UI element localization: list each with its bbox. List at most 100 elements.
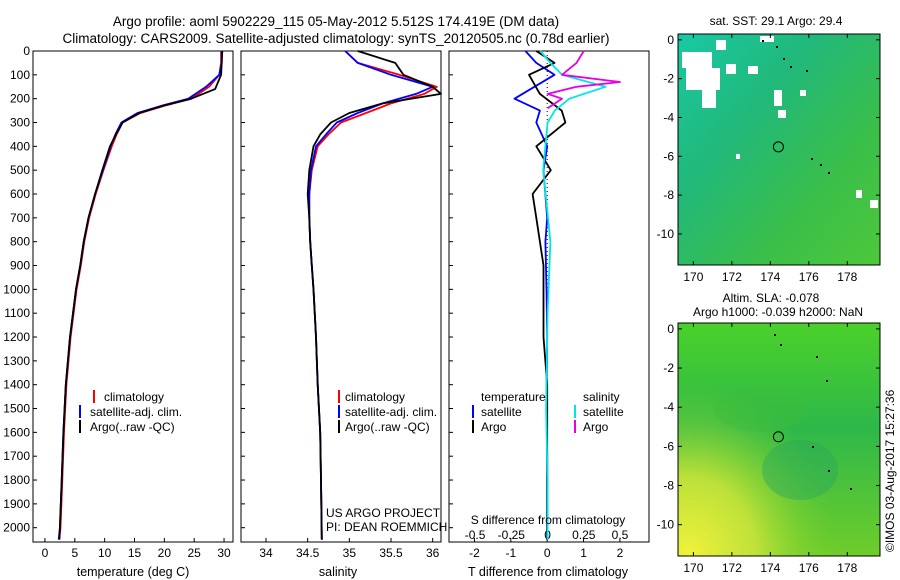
sla-map-dots (774, 334, 852, 490)
argo-location-marker (772, 431, 784, 443)
salinity-series-line (306, 50, 442, 540)
map-y-tick-label: -6 (663, 439, 674, 453)
y-tick-label: 500 (10, 163, 30, 177)
x-tick-label: 25 (188, 546, 202, 560)
legend-label-argo: Argo(..raw -QC) (90, 420, 175, 434)
legend-label-satellite: satellite-adj. clim. (345, 405, 437, 419)
map-y-tick-label: -8 (663, 188, 674, 202)
map-y-tick-label: -6 (663, 149, 674, 163)
t-difference-axis-label: T difference from climatology (468, 565, 629, 579)
t-diff-tick-label: -1 (505, 546, 516, 560)
sla-map-frame (677, 322, 881, 557)
s-diff-tick-label: 0.25 (572, 528, 596, 542)
legend-label-climatology: climatology (104, 390, 164, 404)
y-tick-label: 1900 (3, 497, 30, 511)
difference-series-line (546, 50, 621, 109)
legend-label-s-satellite: satellite (583, 405, 624, 419)
y-tick-label: 700 (10, 211, 30, 225)
y-tick-label: 2000 (3, 521, 30, 535)
legend-label-t-argo: Argo (481, 420, 507, 434)
s-diff-tick-label: -0.25 (498, 528, 526, 542)
map-y-tick-label: -8 (663, 479, 674, 493)
sla-map-eddy (714, 388, 806, 432)
y-tick-label: 800 (10, 235, 30, 249)
map-y-tick-label: 0 (667, 322, 674, 336)
temperature-panel-frame (32, 50, 234, 543)
map-x-tick-label: 170 (683, 561, 703, 575)
salinity-legend: climatology satellite-adj. clim. Argo(..… (338, 390, 437, 434)
sst-map-title: sat. SST: 29.1 Argo: 29.4 (710, 14, 843, 28)
x-tick-label: 35.5 (379, 546, 403, 560)
t-diff-tick-label: 0 (544, 546, 551, 560)
map-x-tick-label: 176 (799, 270, 819, 284)
legend-label-satellite: satellite-adj. clim. (90, 405, 182, 419)
y-tick-label: 1400 (3, 378, 30, 392)
map-y-tick-label: -2 (663, 72, 674, 86)
map-x-tick-label: 178 (837, 270, 857, 284)
y-tick-label: 1100 (4, 306, 30, 320)
map-x-tick-label: 172 (722, 270, 742, 284)
y-tick-label: 0 (23, 44, 30, 58)
map-y-tick-label: -4 (663, 110, 674, 124)
salinity-plot: 34 34.5 35 35.5 36 (241, 50, 442, 560)
y-tick-label: 300 (10, 116, 30, 130)
t-diff-tick-label: 2 (617, 546, 624, 560)
x-tick-label: 10 (98, 546, 112, 560)
s-diff-tick-label: -0.5 (465, 528, 486, 542)
sst-map (677, 33, 881, 266)
temperature-axis-label: temperature (deg C) (77, 565, 190, 579)
map-x-tick-label: 174 (760, 270, 780, 284)
t-diff-tick-label: -2 (469, 546, 480, 560)
y-tick-label: 1700 (3, 449, 30, 463)
difference-legend: temperature satellite Argo salinity sate… (472, 390, 624, 434)
y-tick-label: 1500 (3, 402, 30, 416)
y-tick-label: 1800 (3, 473, 30, 487)
s-diff-tick-label: 0.5 (612, 528, 629, 542)
salinity-axis-label: salinity (319, 565, 358, 579)
map-y-tick-label: -2 (663, 361, 674, 375)
sla-map-warm-patch (678, 323, 880, 556)
map-y-tick-label: -10 (657, 518, 675, 532)
x-tick-label: 20 (158, 546, 172, 560)
pi-annotation: PI: DEAN ROEMMICH (326, 520, 447, 534)
figure-title-line2: Climatology: CARS2009. Satellite-adjuste… (62, 31, 609, 46)
imos-stamp: ©IMOS 03-Aug-2017 15:27:36 (883, 389, 897, 552)
map-y-tick-label: -10 (657, 227, 675, 241)
y-tick-label: 1000 (3, 282, 30, 296)
project-annotation: US ARGO PROJECT (326, 506, 441, 520)
map-x-tick-label: 170 (683, 270, 703, 284)
x-tick-label: 36 (426, 546, 440, 560)
x-tick-label: 34.5 (296, 546, 320, 560)
sla-map (677, 322, 881, 557)
x-tick-label: 34 (259, 546, 273, 560)
s-difference-axis-label: S difference from climatology (471, 513, 626, 527)
temperature-plot: 0100200300400500600700800900100011001200… (3, 44, 231, 560)
argo-location-marker (772, 141, 784, 153)
x-tick-label: 0 (42, 546, 49, 560)
temperature-series-line (58, 50, 224, 540)
y-tick-label: 600 (10, 187, 30, 201)
figure-title-line1: Argo profile: aoml 5902229_115 05-May-20… (113, 14, 559, 29)
y-tick-label: 1200 (3, 330, 30, 344)
sla-map-eddy (762, 440, 838, 500)
map-x-tick-label: 176 (799, 561, 819, 575)
map-y-tick-label: 0 (667, 33, 674, 47)
sst-map-axes: 170 172 174 176 178 0 -2 -4 -6 -8 -10 (657, 33, 880, 284)
sst-map-land (682, 36, 878, 208)
y-tick-label: 100 (10, 68, 30, 82)
map-x-tick-label: 178 (837, 561, 857, 575)
x-tick-label: 15 (128, 546, 142, 560)
salinity-panel-frame (240, 50, 442, 543)
map-x-tick-label: 172 (722, 561, 742, 575)
x-tick-label: 30 (217, 546, 231, 560)
sst-map-frame (677, 33, 881, 266)
y-tick-label: 1300 (3, 354, 30, 368)
sla-map-axes: 170 172 174 176 178 0 -2 -4 -6 -8 -10 (657, 322, 880, 575)
legend-label-t-satellite: satellite (481, 405, 522, 419)
x-tick-label: 35 (343, 546, 357, 560)
sla-map-subtitle: Argo h1000: -0.039 h2000: NaN (693, 305, 863, 319)
x-tick-label: 5 (71, 546, 78, 560)
sla-map-title: Altim. SLA: -0.078 (723, 291, 820, 305)
